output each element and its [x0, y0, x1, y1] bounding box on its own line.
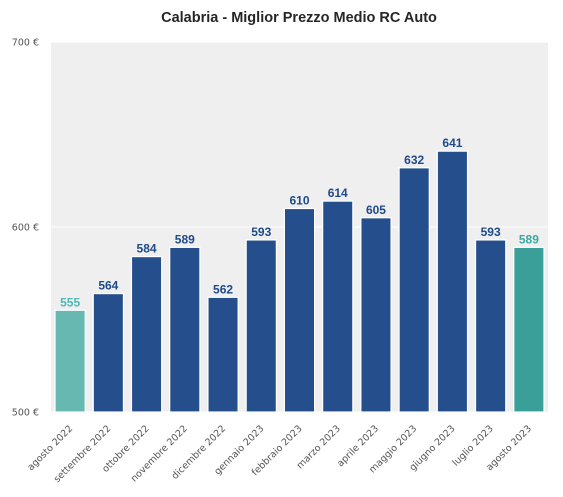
bars: [54, 150, 545, 413]
data-label: 564: [98, 279, 118, 293]
bar-8: [322, 200, 354, 413]
data-label: 584: [137, 242, 157, 256]
data-label: 589: [175, 232, 195, 246]
data-label: 555: [60, 295, 80, 309]
data-label: 605: [366, 203, 386, 217]
bar-12: [474, 239, 507, 413]
bar-1: [54, 309, 86, 413]
bar-2: [92, 293, 125, 413]
bar-13: [513, 246, 545, 413]
bar-3: [130, 256, 163, 413]
data-label: 632: [404, 153, 424, 167]
bar-4: [169, 246, 201, 413]
y-axis: 500 € 600 € 700 €: [12, 38, 39, 419]
bar-6: [245, 239, 277, 413]
y-tick-label: 600 €: [12, 223, 39, 234]
data-label: 593: [481, 225, 501, 239]
data-label: 610: [289, 194, 309, 208]
bar-5: [207, 296, 239, 413]
data-label: 641: [442, 136, 462, 150]
data-labels: 555 564 584 589 562 593 610 614 605 632 641 593 589: [60, 136, 539, 309]
bar-10: [398, 167, 430, 413]
bar-7: [283, 207, 316, 413]
data-label: 614: [328, 186, 348, 200]
data-label: 562: [213, 282, 233, 296]
bar-11: [436, 150, 469, 413]
data-label: 593: [251, 225, 271, 239]
y-tick-label: 700 €: [12, 38, 39, 49]
y-tick-label: 500 €: [12, 408, 39, 419]
chart-title: Calabria - Miglior Prezzo Medio RC Auto: [161, 10, 437, 26]
bar-9: [360, 217, 392, 413]
data-label: 589: [519, 232, 539, 246]
